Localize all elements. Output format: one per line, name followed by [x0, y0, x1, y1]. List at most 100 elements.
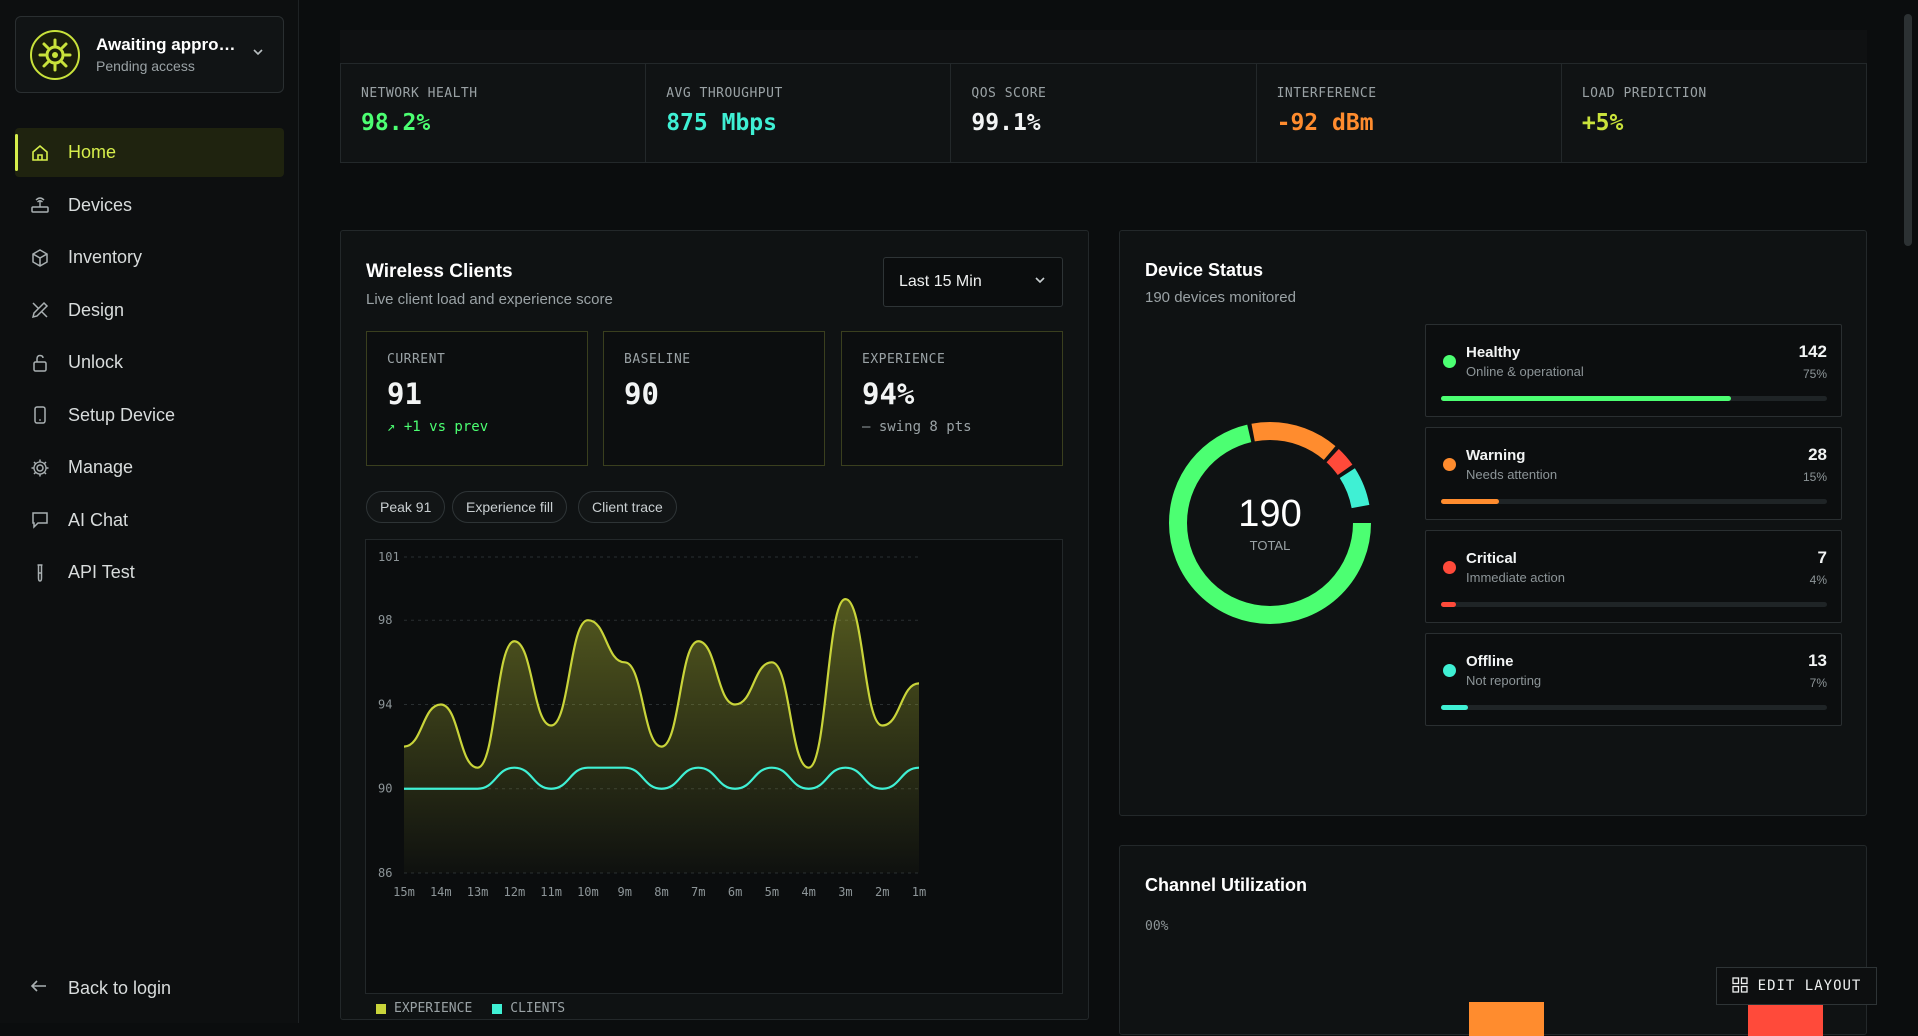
status-row-healthy[interactable]: Healthy Online & operational 142 75% [1425, 324, 1842, 417]
status-percent: 15% [1803, 470, 1827, 484]
sidebar-item-api-test[interactable]: API Test [15, 548, 284, 597]
y-tick-label: 86 [378, 866, 392, 880]
back-to-login-link[interactable]: Back to login [29, 976, 171, 1001]
status-description: Online & operational [1466, 364, 1584, 379]
card-subtitle: 190 devices monitored [1145, 289, 1296, 306]
status-name: Critical [1466, 550, 1517, 567]
channel-bar [1469, 1002, 1544, 1036]
sidebar-item-label: Inventory [68, 247, 142, 268]
smartphone-icon [29, 404, 51, 426]
x-tick-label: 5m [765, 885, 779, 899]
pencil-ruler-icon [29, 299, 51, 321]
legend-label: CLIENTS [510, 1001, 565, 1016]
sidebar-item-manage[interactable]: Manage [15, 443, 284, 492]
status-percent: 4% [1810, 573, 1827, 587]
grid-icon [1732, 977, 1748, 996]
status-progress-track [1441, 705, 1827, 710]
sidebar-item-inventory[interactable]: Inventory [15, 233, 284, 282]
kpi-label: LOAD PREDICTION [1582, 86, 1846, 101]
x-tick-label: 6m [728, 885, 742, 899]
kpi-label: INTERFERENCE [1277, 86, 1541, 101]
sidebar-item-setup-device[interactable]: Setup Device [15, 391, 284, 440]
stat-baseline: BASELINE 90 [603, 331, 825, 466]
x-tick-label: 11m [540, 885, 562, 899]
sidebar-item-label: Design [68, 300, 124, 321]
chip-peak[interactable]: Peak 91 [366, 491, 445, 523]
x-tick-label: 8m [654, 885, 668, 899]
status-row-offline[interactable]: Offline Not reporting 13 7% [1425, 633, 1842, 726]
status-dot [1443, 664, 1456, 677]
stat-label: CURRENT [387, 352, 567, 367]
sidebar-item-label: API Test [68, 562, 135, 583]
x-tick-label: 13m [467, 885, 489, 899]
kpi-avg-throughput: AVG THROUGHPUT 875 Mbps [646, 64, 951, 162]
status-dot [1443, 355, 1456, 368]
sidebar-item-label: Setup Device [68, 405, 175, 426]
y-tick-label: 90 [378, 782, 392, 796]
sidebar-item-devices[interactable]: Devices [15, 181, 284, 230]
box-icon [29, 247, 51, 269]
stat-experience: EXPERIENCE 94% — swing 8 pts [841, 331, 1063, 466]
sidebar: Awaiting approval Pending access Home De… [0, 0, 299, 1023]
status-progress-track [1441, 396, 1827, 401]
account-switcher[interactable]: Awaiting approval Pending access [15, 16, 284, 93]
status-progress-fill [1441, 396, 1731, 401]
chevron-down-icon [1033, 273, 1047, 292]
kpi-value: 98.2% [361, 110, 625, 136]
sidebar-item-design[interactable]: Design [15, 286, 284, 335]
legend-swatch-clients [492, 1004, 502, 1014]
y-tick-label: 101 [378, 550, 400, 564]
status-description: Immediate action [1466, 570, 1565, 585]
status-dot [1443, 458, 1456, 471]
chat-icon [29, 509, 51, 531]
y-tick-label: 98 [378, 613, 392, 627]
stat-current: CURRENT 91 ↗ +1 vs prev [366, 331, 588, 466]
sidebar-item-ai-chat[interactable]: AI Chat [15, 496, 284, 545]
back-to-login-label: Back to login [68, 978, 171, 999]
channel-utilization-card: Channel Utilization 00% [1119, 845, 1867, 1035]
sidebar-item-unlock[interactable]: Unlock [15, 338, 284, 387]
page-scrollbar[interactable] [1904, 14, 1912, 246]
sidebar-item-label: Manage [68, 457, 133, 478]
stat-value: 91 [387, 377, 567, 411]
status-percent: 7% [1810, 676, 1827, 690]
kpi-load-prediction: LOAD PREDICTION +5% [1562, 64, 1866, 162]
chip-experience-fill[interactable]: Experience fill [452, 491, 567, 523]
status-row-critical[interactable]: Critical Immediate action 7 4% [1425, 530, 1842, 623]
chip-client-trace[interactable]: Client trace [578, 491, 677, 523]
status-count: 7 [1818, 548, 1827, 568]
sidebar-item-label: Devices [68, 195, 132, 216]
status-percent: 75% [1803, 367, 1827, 381]
status-progress-fill [1441, 705, 1468, 710]
channel-axis-label: 00% [1145, 919, 1168, 934]
sidebar-item-label: AI Chat [68, 510, 128, 531]
kpi-label: AVG THROUGHPUT [666, 86, 930, 101]
gear-icon [29, 457, 51, 479]
x-tick-label: 15m [393, 885, 415, 899]
status-description: Not reporting [1466, 673, 1541, 688]
card-title: Device Status [1145, 260, 1296, 281]
status-row-warning[interactable]: Warning Needs attention 28 15% [1425, 427, 1842, 520]
kpi-strip: NETWORK HEALTH 98.2% AVG THROUGHPUT 875 … [340, 63, 1867, 163]
test-tube-icon [29, 562, 51, 584]
donut-total-label: TOTAL [1160, 538, 1380, 553]
status-name: Warning [1466, 447, 1525, 464]
device-status-card: Device Status 190 devices monitored 190 … [1119, 230, 1867, 816]
legend-label: EXPERIENCE [394, 1001, 472, 1016]
status-progress-fill [1441, 602, 1456, 607]
x-tick-label: 1m [912, 885, 926, 899]
kpi-interference: INTERFERENCE -92 dBm [1257, 64, 1562, 162]
sidebar-nav: Home Devices Inventory Design Unlock Set… [15, 128, 284, 601]
account-title: Awaiting approval [96, 35, 236, 55]
stat-note: — swing 8 pts [862, 419, 1042, 435]
time-range-select[interactable]: Last 15 Min [883, 257, 1063, 307]
x-tick-label: 9m [617, 885, 631, 899]
edit-layout-button[interactable]: EDIT LAYOUT [1716, 967, 1877, 1005]
x-tick-label: 12m [504, 885, 526, 899]
status-count: 142 [1799, 342, 1827, 362]
edit-layout-label: EDIT LAYOUT [1758, 978, 1862, 994]
sidebar-item-home[interactable]: Home [15, 128, 284, 177]
experience-area [404, 599, 919, 873]
card-subtitle: Live client load and experience score [366, 291, 613, 308]
